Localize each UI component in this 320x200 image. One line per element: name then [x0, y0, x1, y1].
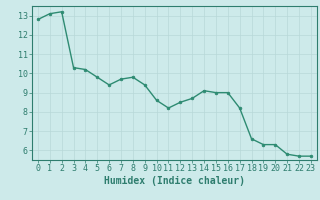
X-axis label: Humidex (Indice chaleur): Humidex (Indice chaleur) — [104, 176, 245, 186]
